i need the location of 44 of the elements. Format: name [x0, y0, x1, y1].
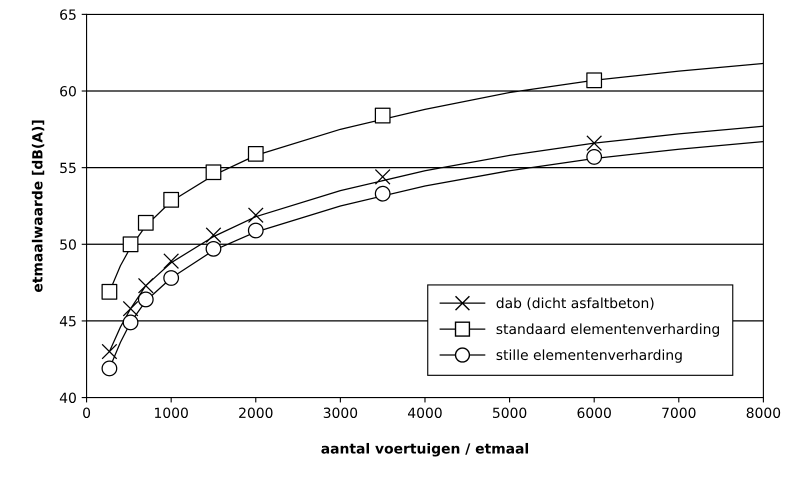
- x-tick-label: 5000: [492, 408, 526, 418]
- legend-label: dab (dicht asfaltbeton): [496, 297, 654, 310]
- point: [138, 292, 154, 308]
- legend-label: standaard elementenverharding: [496, 323, 719, 337]
- x-tick-label: 3000: [324, 408, 358, 418]
- y-tick-label: 65: [60, 9, 76, 20]
- point: [586, 149, 602, 165]
- y-tick-label: 45: [60, 316, 76, 326]
- x-tick-label: 1000: [155, 408, 188, 418]
- legend-label: stille elementenverharding: [496, 349, 682, 363]
- point: [163, 270, 180, 286]
- x-tick-label: 6000: [577, 408, 611, 418]
- point: [374, 168, 391, 185]
- point: [374, 186, 391, 202]
- point: [163, 253, 180, 270]
- point: [122, 314, 138, 330]
- point: [102, 284, 118, 300]
- point: [122, 300, 138, 317]
- x-tick-label: 8000: [746, 408, 780, 418]
- y-axis-title: etmaalwaarde [dB(A)]: [32, 120, 44, 292]
- point: [138, 278, 154, 294]
- point: [138, 214, 154, 231]
- point: [374, 108, 391, 124]
- y-tick-label: 50: [60, 239, 76, 250]
- x-tick-label: 7000: [662, 408, 696, 418]
- point: [206, 240, 222, 257]
- point: [206, 227, 222, 243]
- point: [122, 236, 138, 252]
- point: [102, 344, 118, 360]
- x-tick-label: 4000: [408, 408, 442, 418]
- point: [248, 146, 264, 162]
- point: [163, 192, 180, 208]
- point: [586, 72, 602, 88]
- point: [586, 135, 602, 152]
- point: [206, 164, 222, 180]
- x-axis-title: aantal voertuigen / etmaal: [321, 442, 528, 457]
- y-tick-label: 60: [60, 86, 76, 96]
- point: [248, 222, 264, 238]
- point: [102, 360, 118, 376]
- point: [248, 207, 264, 224]
- y-tick-label: 55: [60, 162, 76, 174]
- x-tick-label: 0: [83, 408, 90, 418]
- y-tick-label: 40: [60, 392, 76, 404]
- x-tick-label: 2000: [239, 408, 273, 418]
